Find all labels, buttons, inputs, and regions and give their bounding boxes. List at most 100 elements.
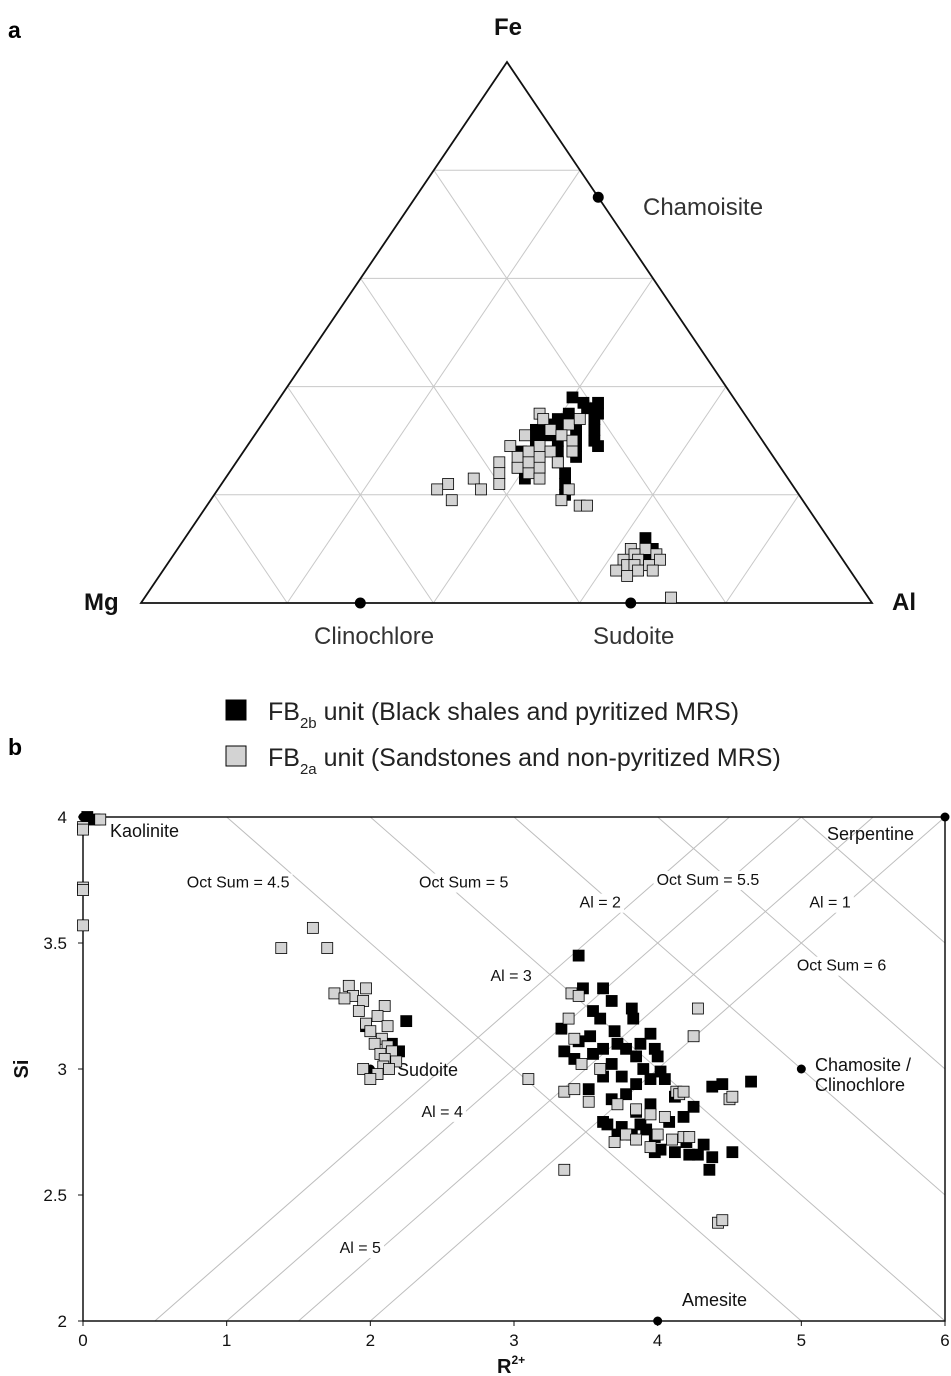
line-label-bg bbox=[183, 873, 293, 893]
scatter-point bbox=[683, 1131, 696, 1143]
scatter-point bbox=[378, 1000, 391, 1012]
vertex-label-al: Al bbox=[892, 589, 916, 616]
al-line bbox=[225, 817, 802, 1321]
ternary-point bbox=[551, 413, 564, 425]
scatter-point bbox=[640, 1123, 653, 1136]
x-tick-label: 0 bbox=[78, 1331, 87, 1350]
scatter-point bbox=[706, 1151, 719, 1164]
x-tick-label: 5 bbox=[797, 1331, 806, 1350]
scatter-point bbox=[364, 1073, 377, 1085]
scatter-point bbox=[371, 1010, 384, 1022]
legend-item-fb2a: FB2a unit (Sandstones and non-pyritized … bbox=[225, 744, 781, 778]
ternary-point bbox=[522, 456, 535, 469]
ternary-ref-point bbox=[592, 191, 604, 203]
scatter-point bbox=[368, 1037, 381, 1050]
scatter-point bbox=[357, 1063, 370, 1075]
ternary-ref-point bbox=[354, 597, 366, 609]
line-label: Oct Sum = 5.5 bbox=[657, 872, 760, 889]
scatter-point bbox=[677, 1085, 690, 1098]
vertex-label-mg: Mg bbox=[84, 589, 119, 616]
legend-swatch-fb2b bbox=[225, 699, 247, 721]
scatter-point bbox=[651, 1050, 664, 1063]
scatter-point bbox=[687, 1100, 700, 1113]
clinochlore-label: Clinochlore bbox=[314, 623, 434, 650]
x-tick-label: 4 bbox=[653, 1331, 662, 1350]
ternary-point bbox=[555, 429, 568, 442]
ternary-point bbox=[551, 456, 564, 469]
ternary-point bbox=[511, 451, 524, 463]
reference-point bbox=[653, 1316, 663, 1326]
scatter-point bbox=[364, 1025, 377, 1038]
ternary-point bbox=[544, 445, 557, 458]
scatter-point bbox=[584, 1030, 597, 1043]
si-r2-panel: b 0 1 2 3 4 5 622.533.54 R2+ Si Oct Sum = 4.5 O… bbox=[8, 734, 950, 1376]
ternary-point bbox=[467, 472, 480, 485]
vertex-label-fe: Fe bbox=[494, 14, 522, 41]
ternary-point bbox=[493, 478, 506, 490]
ternary-point bbox=[573, 413, 586, 425]
scatter-point bbox=[611, 1098, 624, 1111]
scatter-data-points bbox=[77, 811, 757, 1229]
sudoite-label: Sudoite bbox=[593, 623, 674, 650]
scatter-point bbox=[697, 1138, 710, 1151]
ternary-point bbox=[639, 532, 652, 544]
scatter-point bbox=[562, 1012, 575, 1025]
scatter-point bbox=[608, 1136, 621, 1148]
ternary-point bbox=[592, 440, 604, 453]
line-label-bg bbox=[576, 893, 624, 913]
scatter-point bbox=[615, 1070, 628, 1083]
ternary-frame bbox=[139, 60, 874, 604]
line-label-bg bbox=[793, 956, 890, 976]
al-line bbox=[369, 817, 945, 1321]
line-label-bg bbox=[418, 1102, 466, 1122]
reference-point bbox=[796, 1064, 806, 1074]
scatter-point bbox=[745, 1075, 757, 1088]
grid-line-mg bbox=[360, 278, 581, 604]
scatter-point bbox=[352, 1005, 365, 1017]
chamosite-label-line2: Clinochlore bbox=[815, 1075, 905, 1095]
ternary-point bbox=[533, 440, 546, 453]
al-line bbox=[800, 817, 945, 944]
x-tick-label: 3 bbox=[509, 1331, 518, 1350]
chamoisite-label: Chamoisite bbox=[643, 194, 763, 221]
ternary-point bbox=[621, 570, 634, 582]
ternary-point bbox=[533, 461, 546, 474]
scatter-point bbox=[558, 1163, 571, 1176]
scatter-point bbox=[390, 1055, 403, 1068]
line-label: Oct Sum = 6 bbox=[797, 958, 886, 975]
oct-sum-line bbox=[154, 817, 730, 1321]
ternary-ref-point bbox=[625, 597, 637, 609]
line-label: Al = 2 bbox=[580, 895, 621, 912]
scatter-point bbox=[703, 1163, 716, 1176]
scatter-point bbox=[568, 1032, 581, 1045]
oct-sum-and-al-lines bbox=[154, 817, 945, 1321]
scatter-point bbox=[669, 1146, 681, 1159]
line-label: Al = 4 bbox=[421, 1104, 462, 1121]
scatter-point bbox=[644, 1098, 657, 1111]
scatter-point bbox=[630, 1050, 643, 1063]
scatter-point bbox=[620, 1128, 632, 1141]
scatter-point bbox=[658, 1073, 671, 1085]
scatter-point bbox=[677, 1110, 690, 1123]
al-line bbox=[656, 817, 945, 1070]
ternary-data-points bbox=[431, 391, 677, 604]
ternary-point bbox=[646, 564, 659, 577]
legend-label-fb2b: FB2b unit (Black shales and pyritized MR… bbox=[268, 698, 739, 732]
scatter-point bbox=[644, 1073, 657, 1085]
scatter-point bbox=[630, 1103, 643, 1116]
ternary-point bbox=[530, 423, 542, 436]
ternary-point bbox=[566, 391, 579, 404]
ternary-point bbox=[522, 467, 535, 480]
line-label-bg bbox=[806, 893, 854, 913]
line-label: Al = 1 bbox=[809, 895, 850, 912]
scatter-point bbox=[328, 987, 341, 1000]
scatter-point bbox=[587, 1047, 599, 1060]
ternary-point bbox=[566, 434, 579, 447]
ternary-point bbox=[442, 478, 455, 490]
ternary-point bbox=[581, 402, 593, 415]
legend: FB2b unit (Black shales and pyritized MR… bbox=[225, 698, 781, 778]
ternary-point bbox=[562, 418, 575, 431]
ternary-point bbox=[562, 483, 575, 496]
sudoite-label-b: Sudoite bbox=[397, 1060, 458, 1080]
